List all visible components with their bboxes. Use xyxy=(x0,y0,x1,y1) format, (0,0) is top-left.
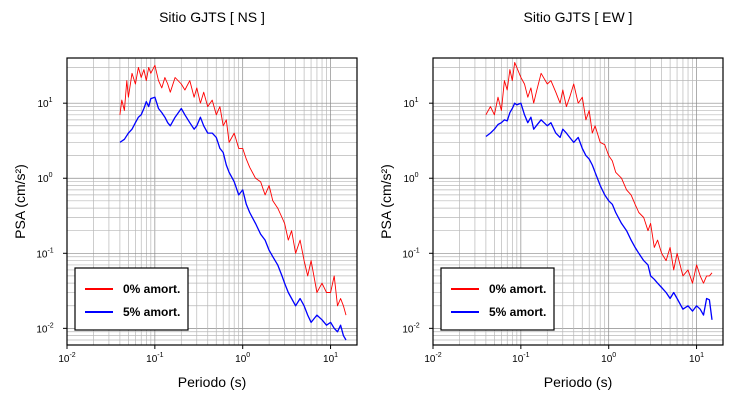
legend-label: 0% amort. xyxy=(123,282,180,296)
x-tick-label: 10-2 xyxy=(58,352,75,365)
x-axis-label: Periodo (s) xyxy=(544,374,612,390)
chart-title: Sitio GJTS [ NS ] xyxy=(159,9,265,25)
legend-label: 5% amort. xyxy=(123,305,180,319)
series-line-five-damping xyxy=(119,96,347,341)
y-tick-label: 10-1 xyxy=(402,247,419,260)
series-line-zero-damping xyxy=(485,61,713,284)
series-line-zero-damping xyxy=(119,64,347,316)
y-tick-label: 100 xyxy=(403,172,418,185)
x-tick-label: 10-1 xyxy=(512,352,529,365)
x-tick-label: 10-2 xyxy=(424,352,441,365)
chart-panel-ew: 10-2 10-1 100 101 10-2 10-1 100 101 0% amort. 5% … xyxy=(378,9,724,390)
plot-frame xyxy=(66,57,358,346)
y-tick-label: 101 xyxy=(403,97,418,110)
legend-box xyxy=(440,267,555,331)
x-tick-label: 100 xyxy=(601,352,616,365)
x-tick-label: 101 xyxy=(323,352,338,365)
y-tick-label: 100 xyxy=(37,172,52,185)
legend-box xyxy=(74,267,189,331)
legend: 0% amort. 5% amort. xyxy=(74,267,189,331)
chart-title: Sitio GJTS [ EW ] xyxy=(524,9,633,25)
y-tick-label: 10-2 xyxy=(36,322,53,335)
chart-panel-ns: 10-2 10-1 100 101 10-2 10-1 100 101 0% amort. 5% … xyxy=(12,9,358,390)
series-line-five-damping xyxy=(485,102,713,320)
x-tick-label: 10-1 xyxy=(146,352,163,365)
y-tick-label: 10-1 xyxy=(36,247,53,260)
y-axis-label: PSA (cm/s²) xyxy=(378,164,394,239)
x-axis-label: Periodo (s) xyxy=(178,374,246,390)
y-tick-label: 10-2 xyxy=(402,322,419,335)
y-axis-label: PSA (cm/s²) xyxy=(12,164,28,239)
legend-label: 5% amort. xyxy=(489,305,546,319)
legend-label: 0% amort. xyxy=(489,282,546,296)
plot-frame xyxy=(432,57,724,346)
y-tick-label: 101 xyxy=(37,97,52,110)
x-tick-label: 101 xyxy=(689,352,704,365)
x-tick-label: 100 xyxy=(235,352,250,365)
legend: 0% amort. 5% amort. xyxy=(440,267,555,331)
